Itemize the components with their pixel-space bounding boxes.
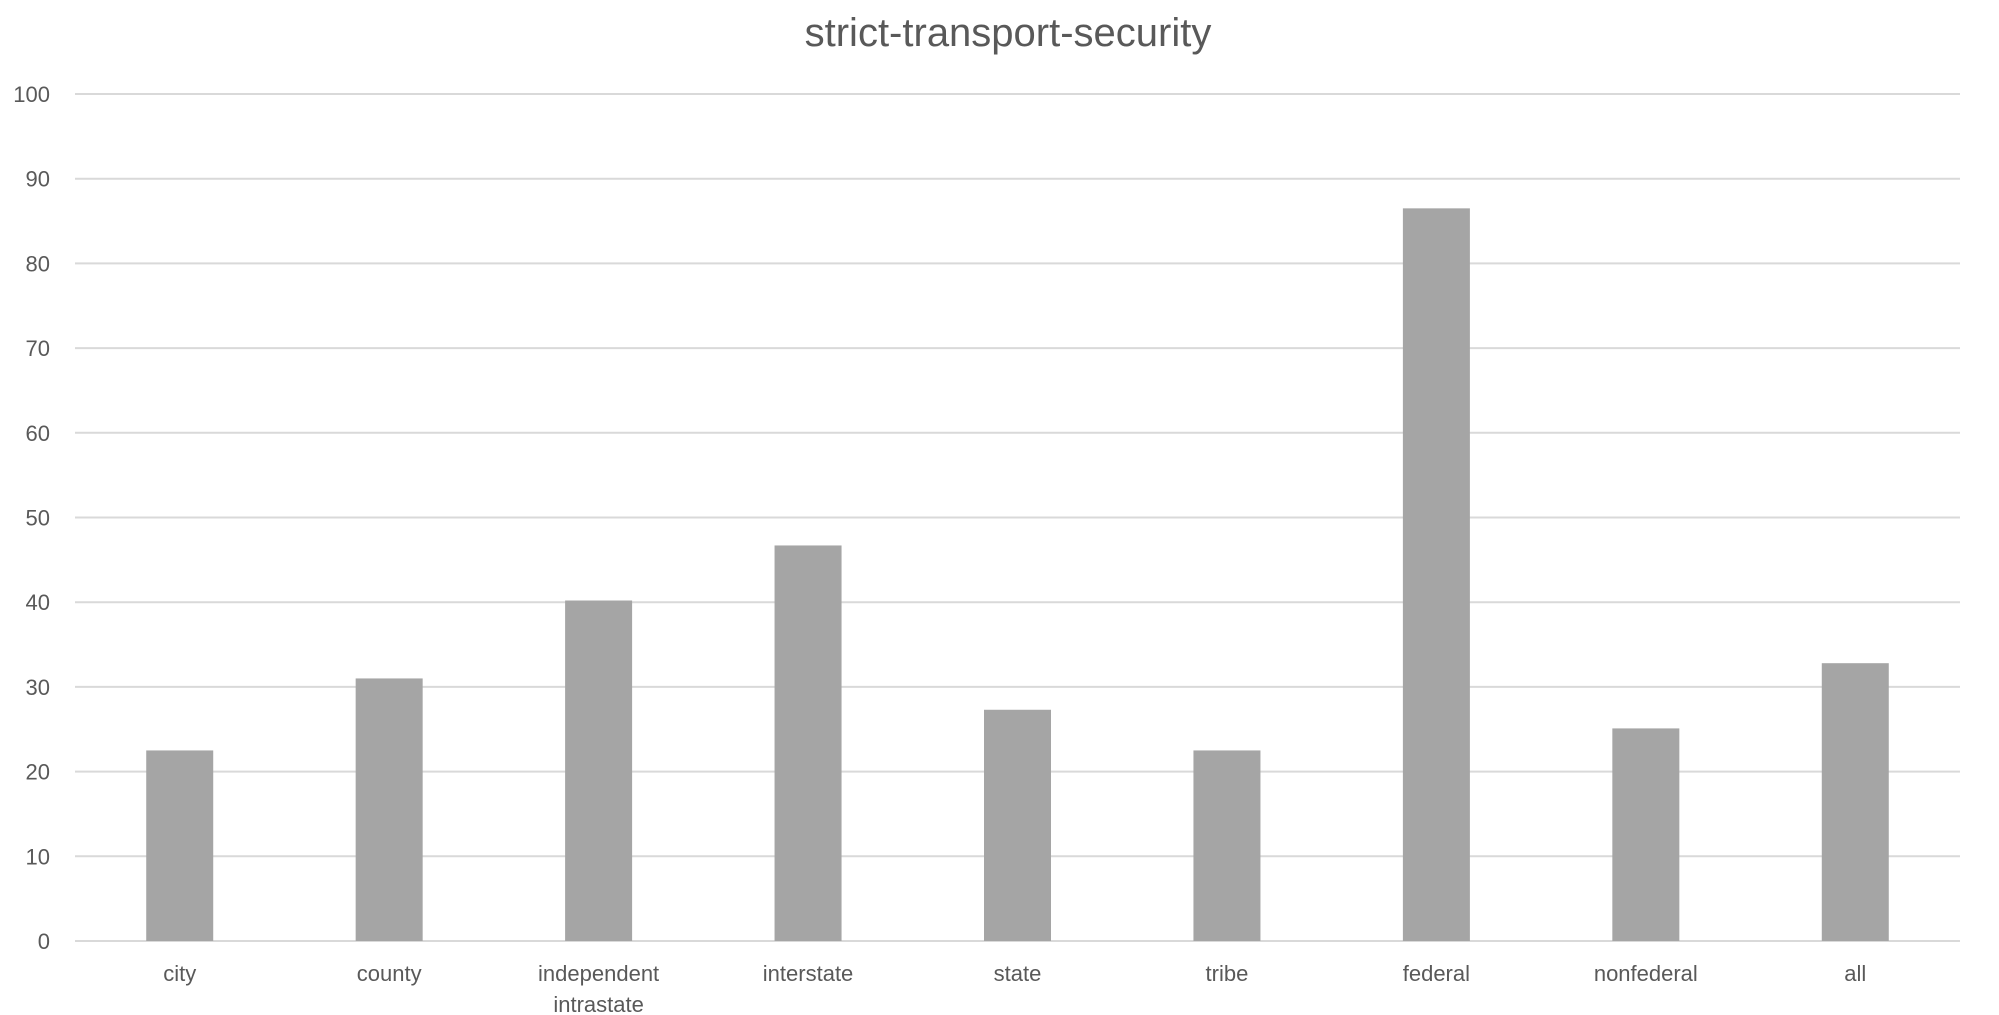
bar-state <box>984 710 1051 941</box>
bar-federal <box>1403 208 1470 941</box>
bar-tribe <box>1193 750 1260 941</box>
x-category-label: independent intrastate <box>538 961 659 1015</box>
x-category-label: interstate <box>763 961 854 986</box>
y-tick-label: 90 <box>26 167 50 192</box>
bar-county <box>356 678 423 941</box>
y-tick-label: 60 <box>26 421 50 446</box>
x-category-label: state <box>994 961 1042 986</box>
y-tick-label: 0 <box>38 929 50 954</box>
y-tick-label: 100 <box>13 82 50 107</box>
x-category-label: all <box>1844 961 1866 986</box>
y-tick-label: 10 <box>26 844 50 869</box>
x-category-label: federal <box>1403 961 1470 986</box>
bar-all <box>1822 663 1889 941</box>
chart-title: strict-transport-security <box>805 11 1212 55</box>
y-tick-label: 80 <box>26 251 50 276</box>
x-category-label: county <box>357 961 422 986</box>
x-category-label: nonfederal <box>1594 961 1698 986</box>
bar-interstate <box>775 545 842 941</box>
y-tick-label: 50 <box>26 506 50 531</box>
x-category-label: city <box>163 961 196 986</box>
bar-nonfederal <box>1612 728 1679 941</box>
y-tick-label: 70 <box>26 336 50 361</box>
y-tick-label: 40 <box>26 590 50 615</box>
x-axis-category-labels: city county independent intrastate interstat… <box>163 961 1866 1015</box>
bar-independent-intrastate <box>565 601 632 941</box>
y-axis-tick-labels: 0 10 20 30 40 50 60 70 80 90 100 <box>13 82 50 954</box>
y-tick-label: 20 <box>26 760 50 785</box>
bars <box>146 208 1889 941</box>
y-tick-label: 30 <box>26 675 50 700</box>
bar-city <box>146 750 213 941</box>
x-category-label: tribe <box>1206 961 1249 986</box>
